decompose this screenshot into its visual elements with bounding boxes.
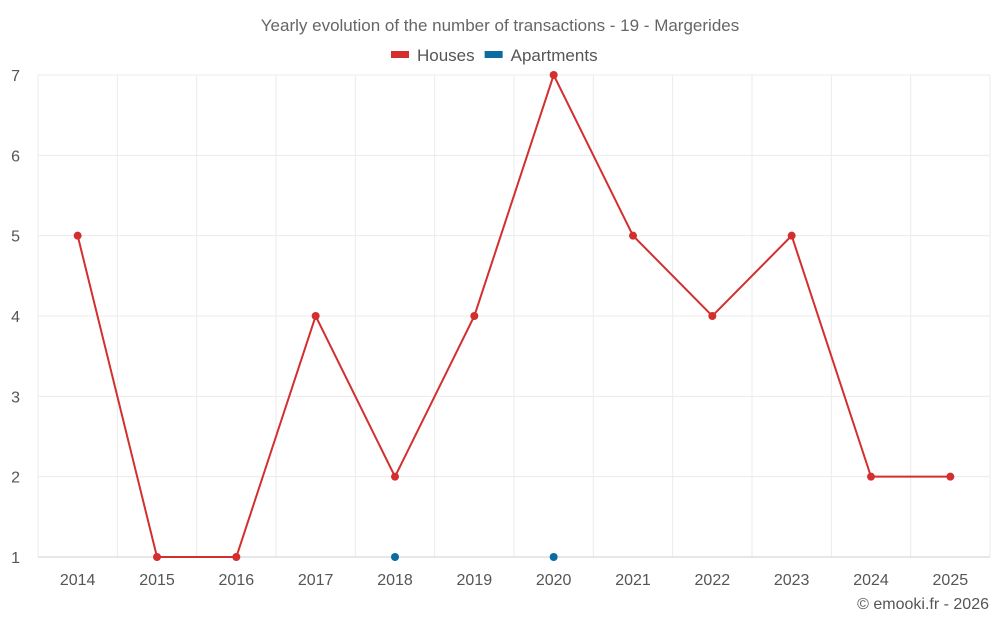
series: [73, 71, 955, 561]
houses-point[interactable]: [867, 472, 875, 481]
legend-item-apartments[interactable]: Apartments: [484, 46, 598, 65]
x-tick-label: 2023: [774, 572, 810, 589]
x-tick-label: 2017: [298, 572, 334, 589]
legend-item-houses[interactable]: Houses: [391, 46, 475, 65]
apartments-point[interactable]: [549, 553, 558, 561]
x-tick-label: 2018: [377, 572, 413, 589]
houses-point[interactable]: [470, 312, 479, 320]
legend-swatch: [484, 51, 503, 58]
legend: Houses Apartments: [391, 46, 598, 65]
apartments-point[interactable]: [391, 553, 399, 561]
houses-point[interactable]: [787, 231, 796, 240]
legend-label: Apartments: [511, 46, 598, 65]
x-tick-label: 2019: [457, 572, 493, 589]
x-tick-label: 2022: [695, 572, 731, 589]
y-tick-label: 1: [11, 550, 20, 567]
legend-label: Houses: [417, 46, 475, 65]
x-tick-label: 2025: [933, 572, 969, 589]
houses-point[interactable]: [391, 472, 399, 481]
y-tick-label: 2: [11, 470, 20, 487]
x-tick-label: 2021: [615, 572, 651, 589]
y-tick-label: 7: [11, 68, 20, 85]
legend-swatch: [391, 51, 409, 58]
x-tick-label: 2020: [536, 572, 572, 589]
houses-point[interactable]: [549, 71, 558, 79]
y-tick-label: 4: [11, 309, 20, 326]
houses-point[interactable]: [946, 472, 955, 481]
grid: [37, 74, 991, 557]
x-tick-label: 2024: [853, 572, 889, 589]
y-tick-label: 6: [11, 148, 20, 165]
houses-point[interactable]: [311, 312, 320, 320]
x-tick-label: 2014: [60, 572, 96, 589]
credit-text: © emooki.fr - 2026: [857, 596, 989, 613]
x-tick-label: 2016: [219, 572, 255, 589]
houses-point[interactable]: [232, 553, 241, 561]
axes: 1 2 3 4 5 6 7 2014 2015 2016 2017 2018 2019 2020 2021 2…: [11, 68, 990, 589]
houses-point[interactable]: [73, 231, 82, 240]
houses-point[interactable]: [708, 312, 717, 320]
houses-point[interactable]: [153, 553, 161, 561]
chart-title: Yearly evolution of the number of transa…: [261, 16, 739, 35]
houses-point[interactable]: [629, 231, 637, 240]
x-tick-label: 2015: [139, 572, 175, 589]
houses-line: [76, 72, 951, 558]
y-tick-label: 3: [11, 389, 20, 406]
y-tick-label: 5: [11, 229, 20, 246]
